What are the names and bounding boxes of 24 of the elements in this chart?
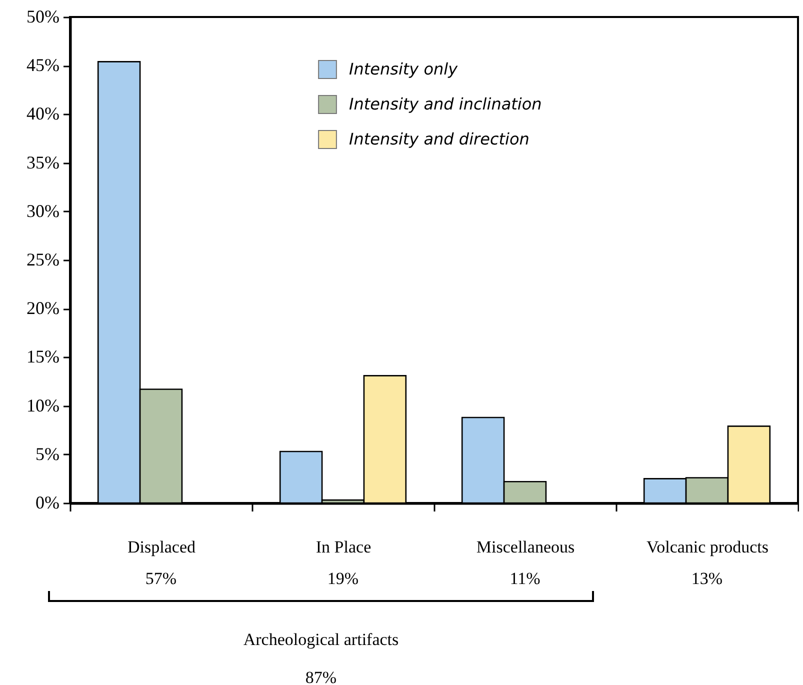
legend-label: Intensity and direction [349, 130, 530, 148]
y-tick-label: 5% [36, 444, 60, 464]
y-tick-label: 0% [36, 492, 60, 512]
text: 19% [327, 569, 359, 588]
text: Archeological artifacts [243, 630, 399, 650]
text: 57% [145, 569, 177, 588]
y-tick-label: 20% [26, 298, 60, 318]
y-tick-label: 50% [26, 6, 60, 26]
legend-label: Intensity only [349, 60, 458, 78]
text: 13% [691, 569, 723, 588]
y-tick-label: 15% [26, 346, 60, 367]
y-tick-label: 45% [26, 55, 60, 76]
x-tick-label: Volcanic products [646, 538, 768, 556]
y-tick-label: 25% [26, 250, 60, 270]
y-tick-label: 10% [26, 395, 60, 416]
x-tick-label: Miscellaneous [476, 538, 575, 556]
legend-label: Intensity and inclination [349, 94, 542, 114]
y-tick-label: 40% [26, 104, 60, 124]
text: 87% [305, 668, 337, 685]
text: 11% [510, 569, 540, 588]
y-tick-label: 30% [26, 200, 60, 221]
y-tick-label: 35% [26, 152, 60, 172]
x-tick-label: In Place [316, 538, 372, 556]
x-tick-label: Displaced [128, 538, 196, 556]
